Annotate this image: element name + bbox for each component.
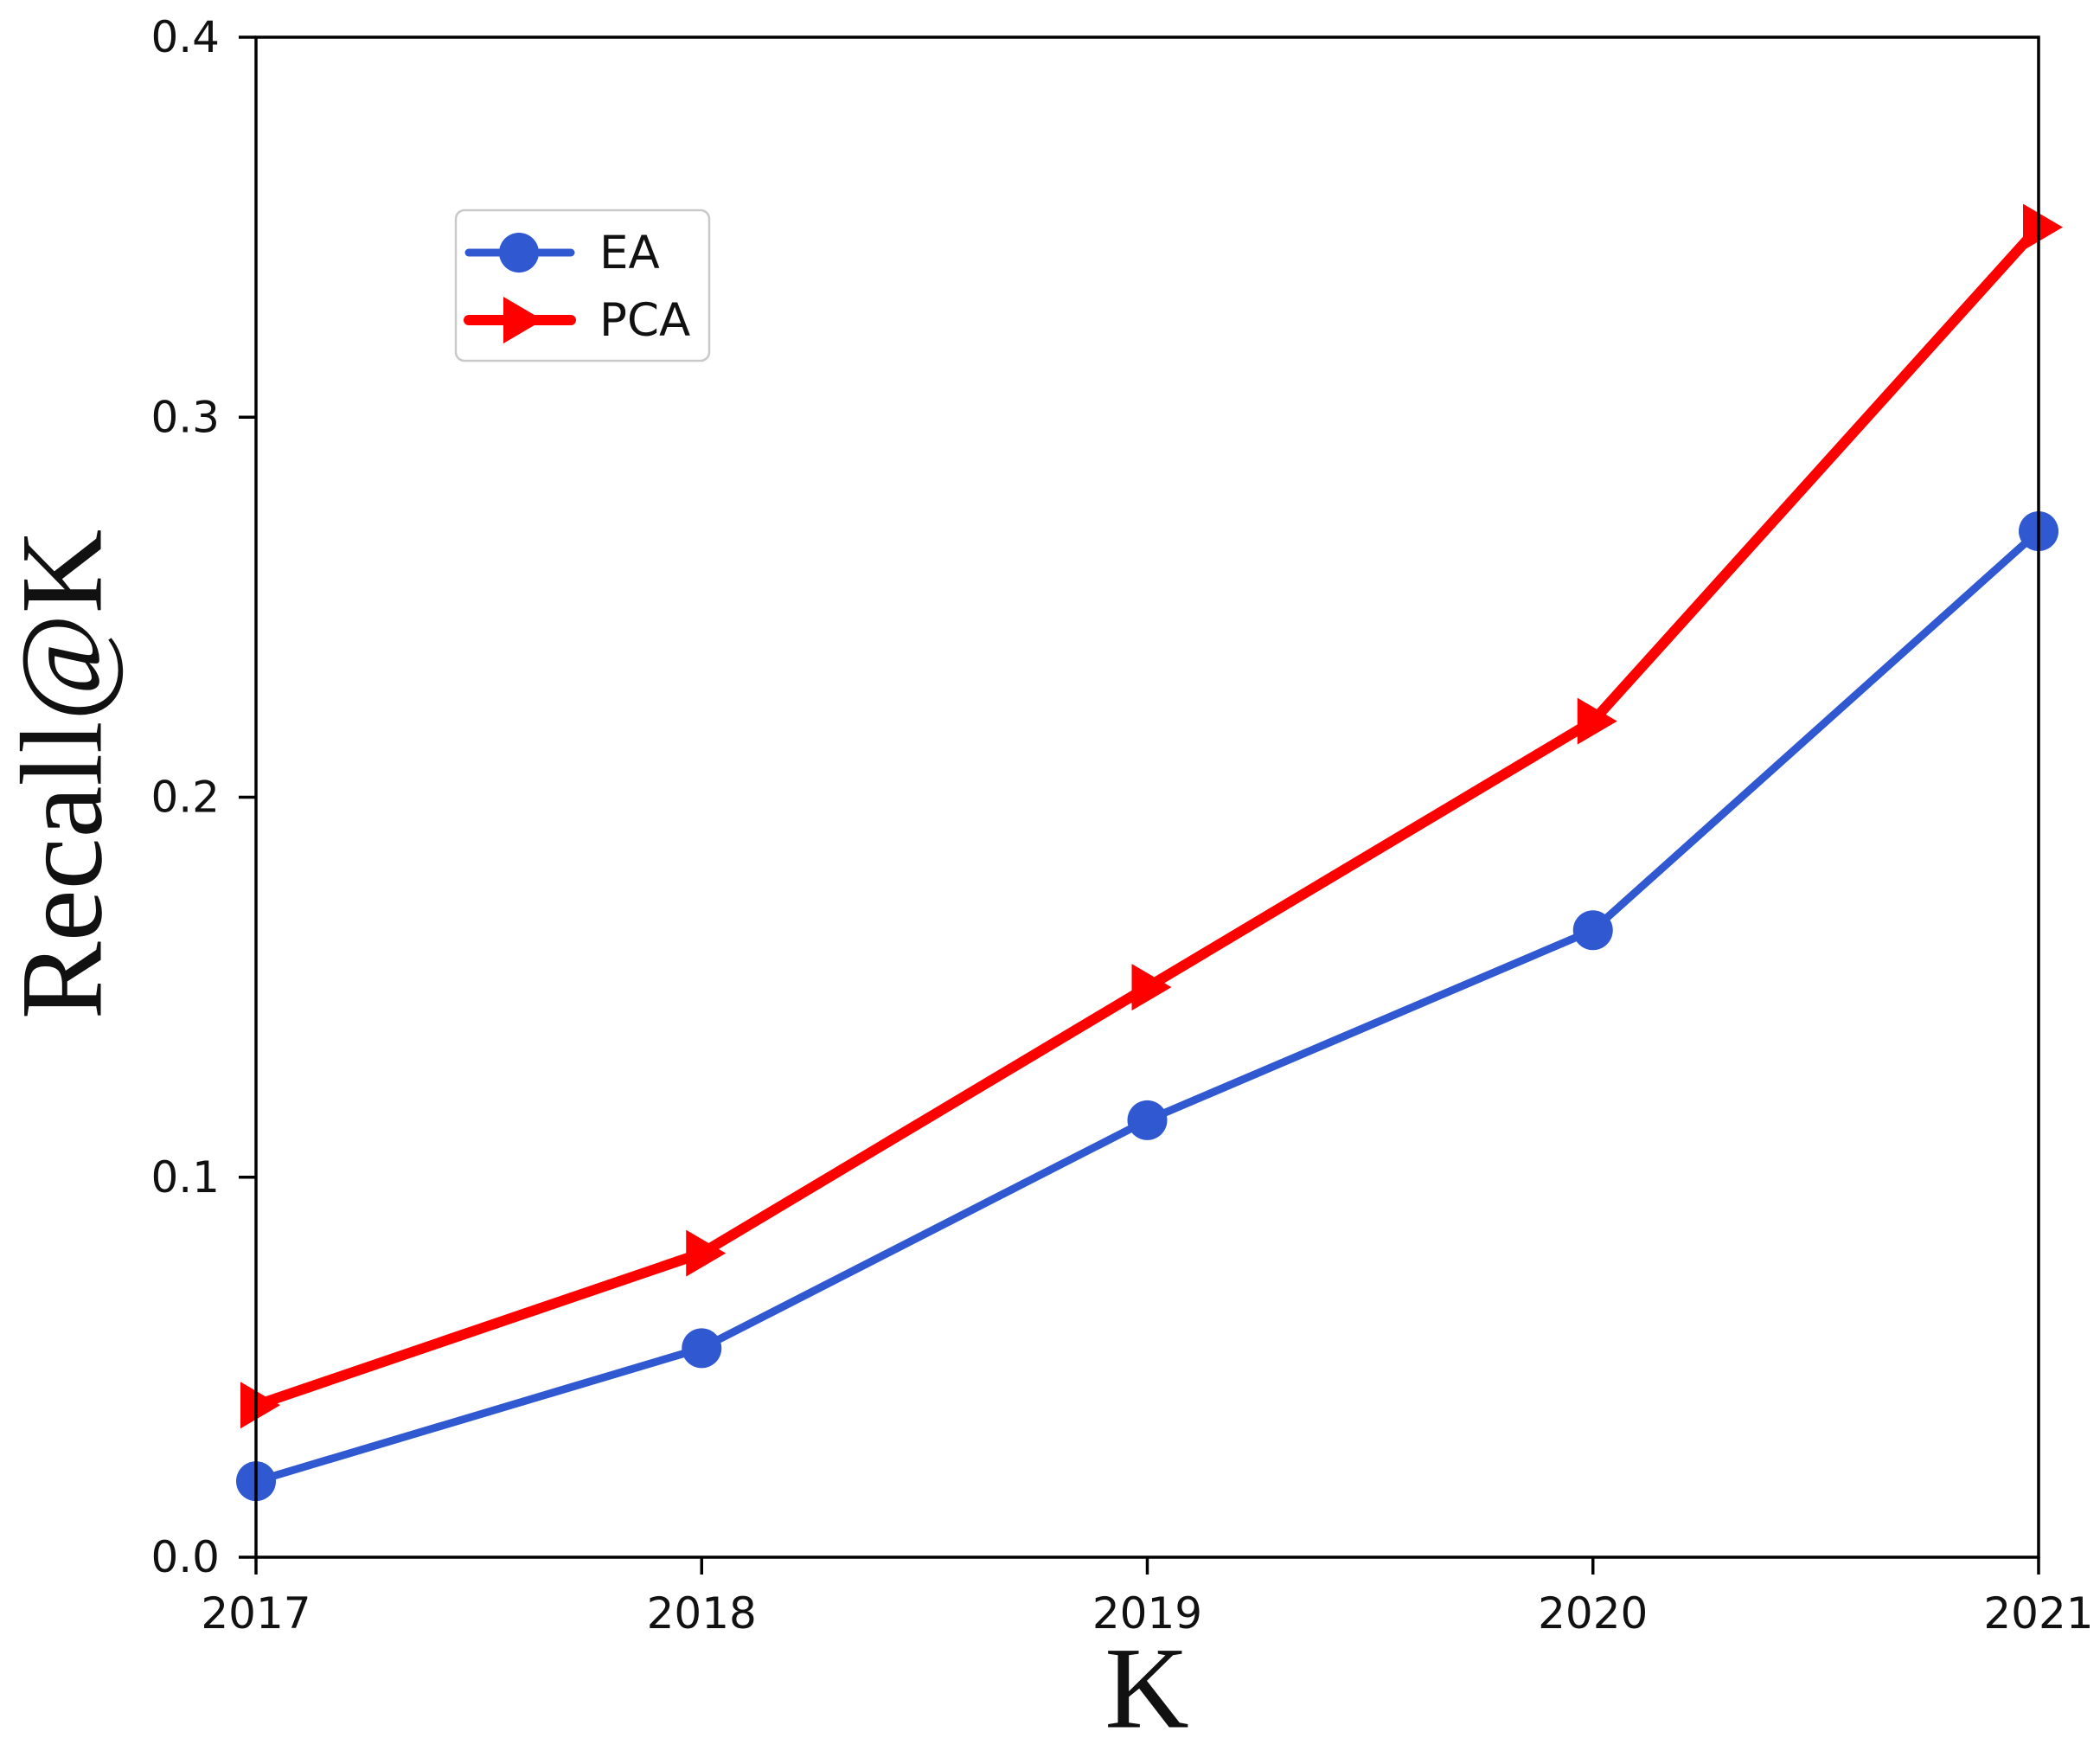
- x-tick-label: 2018: [647, 1588, 757, 1639]
- legend-label-pca: PCA: [599, 294, 690, 347]
- legend-pca-marker-icon: [503, 297, 543, 343]
- y-tick-label: 0.0: [150, 1532, 220, 1582]
- x-tick-label: 2019: [1092, 1588, 1202, 1639]
- ea-line: [252, 527, 2043, 1485]
- y-axis-label: Recall@K: [0, 529, 127, 1020]
- pca-line: [251, 221, 2044, 1411]
- pca-marker: [2023, 203, 2063, 251]
- x-tick-label: 2021: [1983, 1588, 2093, 1639]
- pca-series: [240, 203, 2063, 1429]
- ea-marker: [1572, 910, 1613, 951]
- legend: EA PCA: [454, 208, 711, 362]
- y-tick-label: 0.3: [150, 392, 220, 442]
- pca-marker: [1131, 964, 1172, 1011]
- y-tick-label: 0.4: [150, 12, 220, 62]
- x-tick-label: 2017: [201, 1588, 311, 1639]
- legend-label-ea: EA: [599, 227, 660, 279]
- pca-marker: [686, 1229, 727, 1277]
- ea-series: [236, 511, 2058, 1502]
- ea-marker: [1127, 1100, 1168, 1140]
- y-tick-label: 0.2: [150, 773, 220, 823]
- x-tick-label: 2020: [1538, 1588, 1648, 1639]
- x-axis-label: K: [1104, 1624, 1189, 1751]
- pca-marker: [240, 1382, 280, 1429]
- ea-marker: [682, 1328, 722, 1369]
- pca-marker: [1577, 697, 1617, 745]
- y-tick-label: 0.1: [150, 1152, 220, 1203]
- legend-ea-marker-icon: [499, 233, 539, 273]
